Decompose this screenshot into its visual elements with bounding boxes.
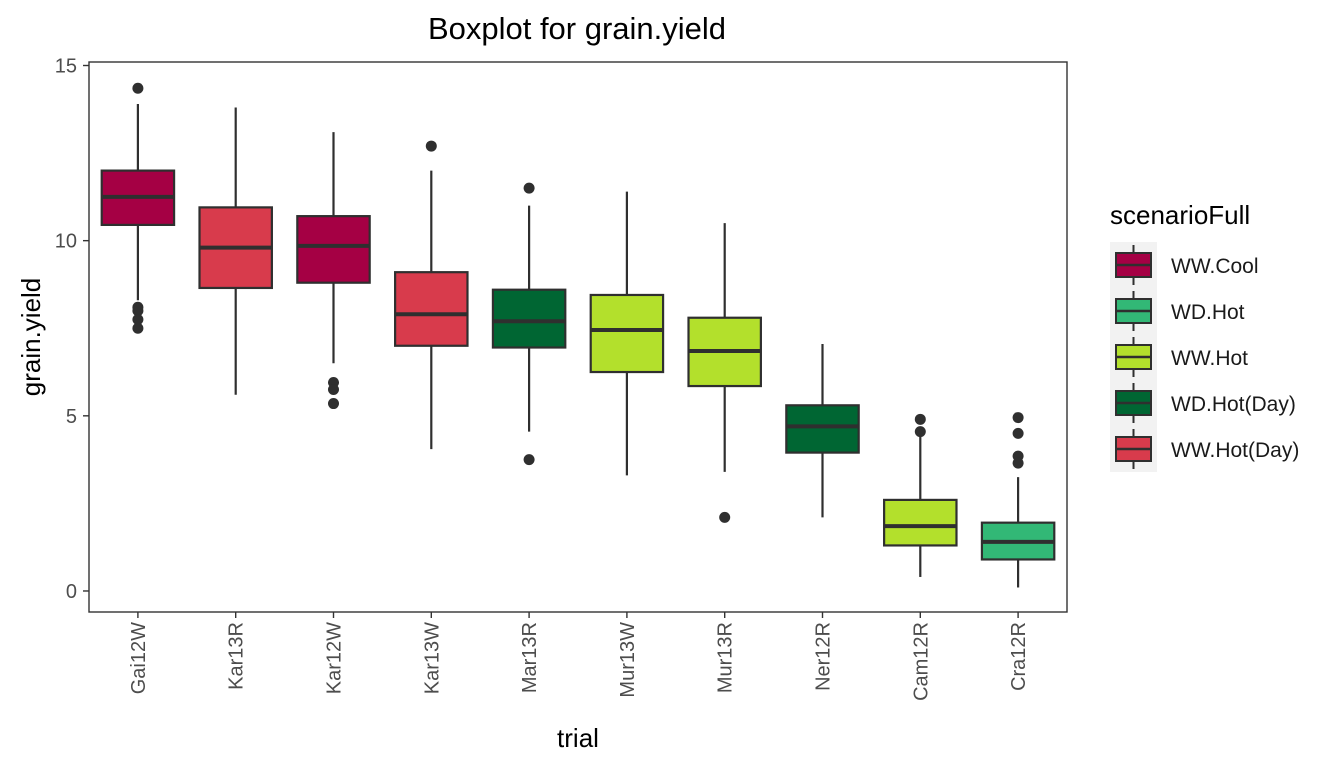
x-tick-label: Kar13W bbox=[421, 622, 443, 694]
box-body bbox=[296, 215, 371, 284]
plot-marks bbox=[100, 82, 1056, 588]
box-kar13w bbox=[394, 140, 469, 450]
outlier-point bbox=[1012, 457, 1024, 469]
outlier-point bbox=[523, 454, 535, 466]
box-ner12r bbox=[785, 344, 860, 518]
legend-title: scenarioFull bbox=[1110, 200, 1250, 230]
outlier-point bbox=[914, 426, 926, 438]
legend-item: WW.Hot bbox=[1115, 337, 1248, 377]
legend: WW.Cool WD.Hot WW.Hot WD.Hot(Day) WW.Hot(Day… bbox=[1110, 242, 1299, 472]
x-tick-label: Kar12W bbox=[324, 622, 346, 694]
outlier-point bbox=[132, 313, 144, 325]
legend-label: WD.Hot(Day) bbox=[1171, 393, 1296, 416]
legend-item: WW.Hot(Day) bbox=[1115, 429, 1299, 469]
box-mur13w bbox=[589, 191, 665, 476]
legend-label: WW.Hot bbox=[1171, 347, 1248, 370]
x-tick-label: Gai12W bbox=[128, 622, 150, 694]
outlier-point bbox=[523, 182, 535, 194]
legend-item: WW.Cool bbox=[1115, 245, 1259, 285]
box-mar13r bbox=[491, 182, 567, 466]
outlier-point bbox=[425, 140, 437, 152]
legend-item: WD.Hot(Day) bbox=[1115, 383, 1296, 423]
outlier-point bbox=[328, 384, 339, 396]
outlier-point bbox=[719, 511, 731, 523]
x-tick-label: Ner12R bbox=[813, 622, 835, 691]
box-cra12r bbox=[980, 412, 1056, 588]
y-tick-label: 10 bbox=[55, 231, 77, 253]
outlier-point bbox=[1012, 412, 1024, 424]
outlier-point bbox=[132, 305, 144, 317]
outlier-point bbox=[914, 413, 926, 425]
box-kar13r bbox=[198, 107, 273, 395]
box-body bbox=[883, 498, 958, 547]
y-tick-label: 5 bbox=[66, 406, 77, 428]
chart-title: Boxplot for grain.yield bbox=[428, 11, 726, 46]
y-tick-label: 0 bbox=[66, 581, 77, 603]
y-axis: 0 5 10 15 bbox=[55, 56, 89, 603]
box-kar12w bbox=[296, 132, 371, 410]
plot-border bbox=[88, 61, 1068, 613]
x-axis-title: trial bbox=[557, 723, 599, 753]
x-tick-label: Kar13R bbox=[226, 622, 248, 690]
legend-label: WW.Hot(Day) bbox=[1171, 439, 1299, 462]
box-gai12w bbox=[100, 82, 176, 334]
legend-label: WD.Hot bbox=[1171, 301, 1245, 324]
legend-item: WD.Hot bbox=[1115, 291, 1245, 331]
outlier-point bbox=[132, 82, 144, 94]
x-tick-label: Mur13R bbox=[715, 622, 737, 693]
outlier-point bbox=[1012, 427, 1024, 439]
y-tick-label: 15 bbox=[55, 56, 77, 78]
y-axis-title: grain.yield bbox=[16, 278, 46, 397]
x-tick-label: Cra12R bbox=[1008, 622, 1030, 691]
x-axis: Gai12W Kar13R Kar12W Kar13W Mar13R Mur13W Mur1… bbox=[128, 612, 1030, 701]
x-tick-label: Mar13R bbox=[519, 622, 541, 693]
outlier-point bbox=[328, 398, 339, 410]
box-body bbox=[491, 288, 567, 349]
box-body bbox=[394, 271, 469, 347]
x-tick-label: Cam12R bbox=[910, 622, 932, 701]
box-cam12r bbox=[883, 413, 958, 577]
outlier-point bbox=[132, 322, 144, 334]
x-tick-label: Mur13W bbox=[617, 622, 639, 698]
box-mur13r bbox=[687, 223, 762, 523]
legend-label: WW.Cool bbox=[1171, 255, 1259, 278]
box-body bbox=[785, 404, 860, 454]
box-body bbox=[589, 293, 665, 374]
